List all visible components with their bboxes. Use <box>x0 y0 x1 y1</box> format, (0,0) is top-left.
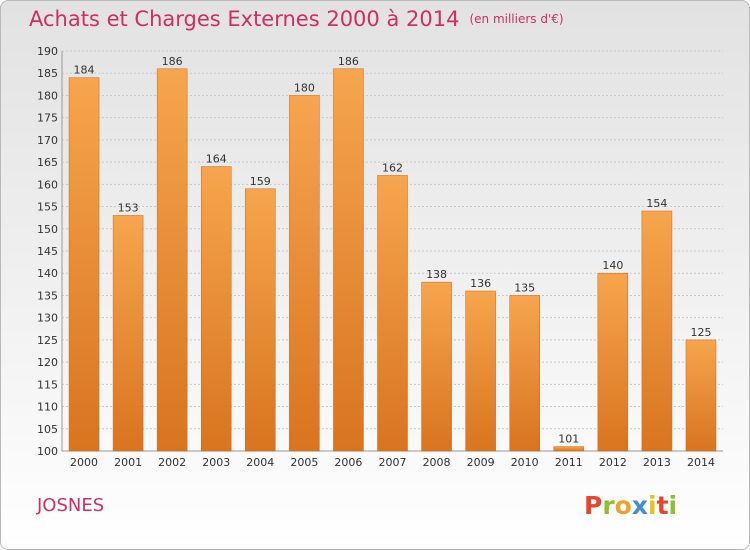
value-label-2012: 140 <box>602 259 623 272</box>
y-tick-label: 180 <box>37 89 58 102</box>
y-tick-label: 120 <box>37 356 58 369</box>
value-label-2002: 186 <box>162 55 183 68</box>
bar-2012 <box>597 272 629 452</box>
y-tick-label: 130 <box>37 312 58 325</box>
bar-2007 <box>377 175 408 452</box>
chart-title-text: Achats et Charges Externes 2000 à 2014 <box>29 7 460 31</box>
value-label-2004: 159 <box>250 175 271 188</box>
bar-2003 <box>200 166 232 452</box>
x-tick-label-2006: 2006 <box>334 456 362 469</box>
bar-2008 <box>421 281 452 452</box>
y-tick-label: 170 <box>37 134 58 147</box>
value-label-2007: 162 <box>382 161 403 174</box>
proxiti-logo: Proxiti <box>584 491 678 520</box>
y-tick-label: 165 <box>37 156 58 169</box>
y-tick-label: 145 <box>37 245 58 258</box>
y-tick-label: 175 <box>37 112 58 125</box>
x-tick-label-2005: 2005 <box>290 456 318 469</box>
value-label-2011: 101 <box>558 433 579 446</box>
bar-2011 <box>553 446 585 452</box>
x-tick-label-2004: 2004 <box>246 456 274 469</box>
x-tick-label-2003: 2003 <box>202 456 230 469</box>
y-tick-label: 115 <box>37 378 58 391</box>
y-tick-label: 140 <box>37 267 58 280</box>
bar-2014 <box>685 339 717 452</box>
y-tick-label: 160 <box>37 178 58 191</box>
x-tick-label-2010: 2010 <box>511 456 539 469</box>
y-tick-label: 150 <box>37 223 58 236</box>
x-tick-label-2000: 2000 <box>70 456 98 469</box>
chart-unit: (en milliers d'€) <box>469 12 564 26</box>
x-tick-label-2013: 2013 <box>643 456 671 469</box>
x-tick-label-2008: 2008 <box>423 456 451 469</box>
commune-name: JOSNES <box>37 495 105 516</box>
y-tick-label: 105 <box>37 423 58 436</box>
y-tick-label: 190 <box>37 45 58 58</box>
x-tick-label-2012: 2012 <box>599 456 627 469</box>
chart-title: Achats et Charges Externes 2000 à 2014 (e… <box>29 7 564 31</box>
bar-2010 <box>509 295 540 452</box>
bar-2002 <box>156 68 188 452</box>
x-tick-label-2007: 2007 <box>379 456 407 469</box>
y-tick-label: 100 <box>37 445 58 458</box>
bar-2013 <box>641 210 673 452</box>
bar-2004 <box>245 188 276 452</box>
x-tick-label-2001: 2001 <box>114 456 142 469</box>
value-label-2014: 125 <box>690 326 711 339</box>
value-label-2013: 154 <box>646 197 667 210</box>
value-label-2009: 136 <box>470 277 491 290</box>
value-label-2010: 135 <box>514 281 535 294</box>
value-label-2003: 164 <box>206 153 227 166</box>
x-tick-label-2011: 2011 <box>555 456 583 469</box>
bar-2001 <box>112 215 144 452</box>
y-tick-label: 155 <box>37 201 58 214</box>
value-label-2006: 186 <box>338 55 359 68</box>
value-label-2008: 138 <box>426 268 447 281</box>
value-label-2005: 180 <box>294 81 315 94</box>
x-tick-label-2014: 2014 <box>687 456 715 469</box>
y-tick-label: 110 <box>37 401 58 414</box>
y-tick-label: 185 <box>37 67 58 80</box>
value-label-2001: 153 <box>118 201 139 214</box>
bar-2005 <box>289 95 320 452</box>
y-tick-label: 135 <box>37 289 58 302</box>
bar-2000 <box>68 77 100 452</box>
x-tick-label-2009: 2009 <box>467 456 495 469</box>
bar-2009 <box>465 290 496 452</box>
y-tick-label: 125 <box>37 334 58 347</box>
x-tick-label-2002: 2002 <box>158 456 186 469</box>
bar-2006 <box>333 68 364 452</box>
value-label-2000: 184 <box>74 64 95 77</box>
